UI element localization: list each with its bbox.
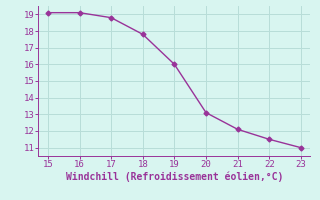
X-axis label: Windchill (Refroidissement éolien,°C): Windchill (Refroidissement éolien,°C) xyxy=(66,172,283,182)
